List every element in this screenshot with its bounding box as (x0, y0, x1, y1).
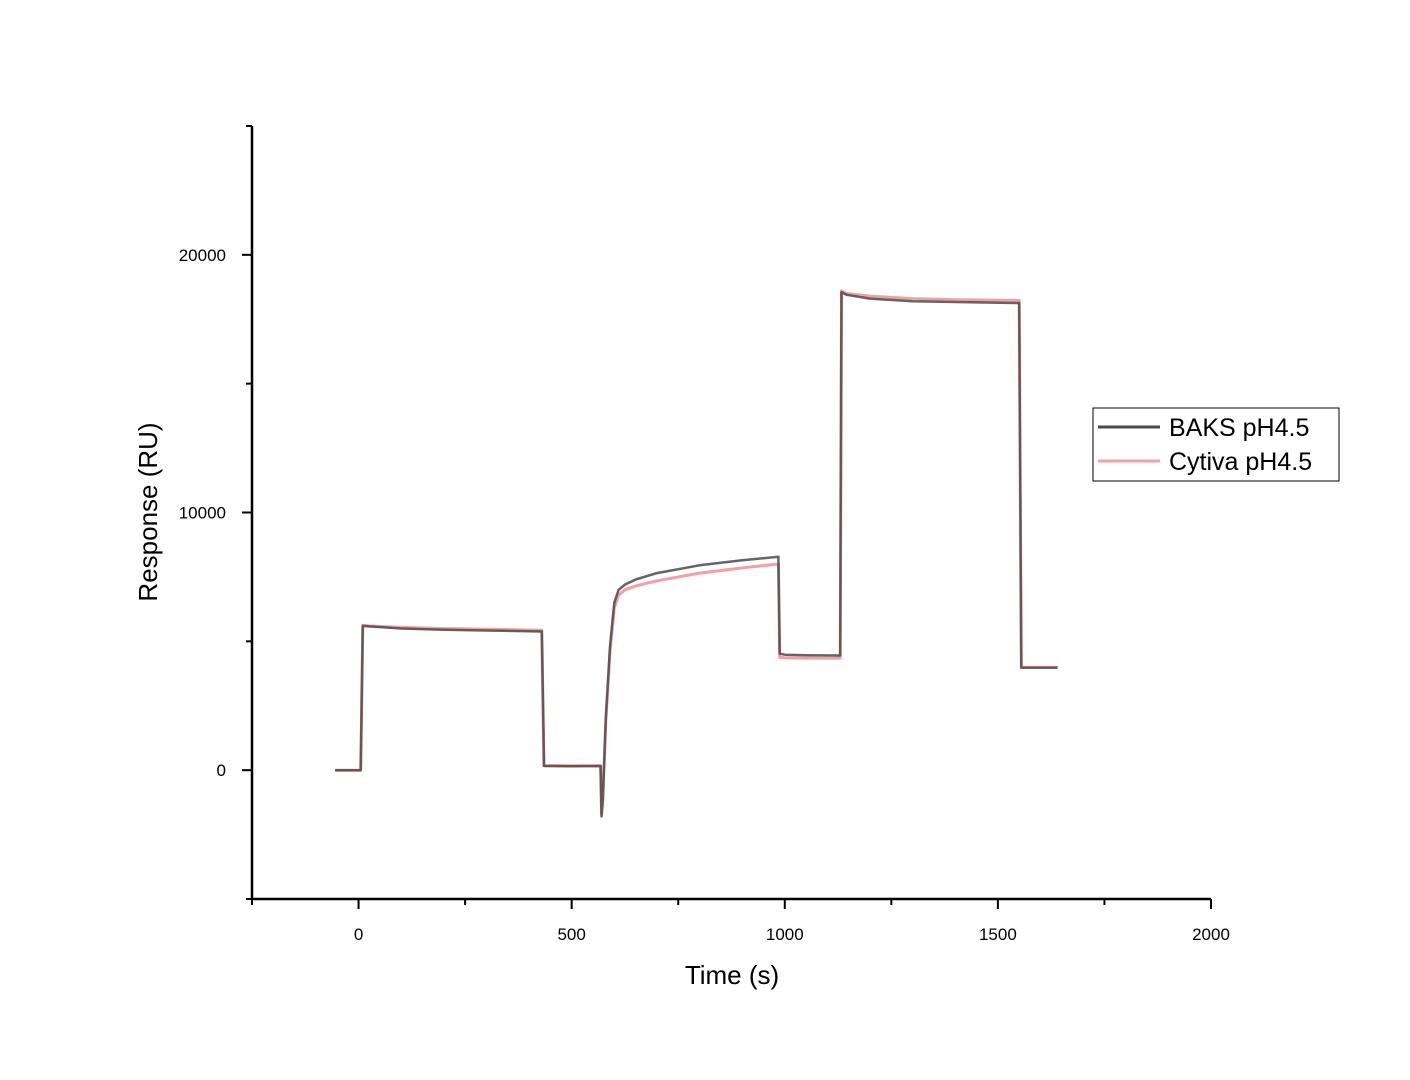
x-tick-label: 0 (354, 925, 363, 944)
x-tick-label: 1000 (766, 925, 804, 944)
y-axis-title: Response (RU) (133, 422, 163, 601)
x-tick-label: 1500 (979, 925, 1017, 944)
x-tick-label: 2000 (1192, 925, 1230, 944)
series-lines (335, 289, 1058, 818)
legend-box (1092, 407, 1340, 482)
legend-label-cytiva: Cytiva pH4.5 (1169, 448, 1312, 476)
y-tick-label: 10000 (179, 504, 226, 523)
series-line-cytiva (335, 289, 1058, 816)
y-tick-label: 0 (217, 761, 226, 780)
x-axis-title: Time (s) (685, 960, 779, 990)
legend: BAKS pH4.5 Cytiva pH4.5 (1092, 407, 1340, 482)
x-tick-label: 500 (557, 925, 585, 944)
legend-label-baks: BAKS pH4.5 (1169, 414, 1309, 442)
y-tick-label: 20000 (179, 246, 226, 265)
series-line-baks (335, 290, 1058, 818)
